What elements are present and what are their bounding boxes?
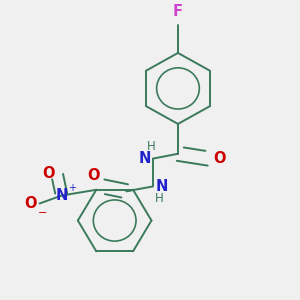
Text: O: O — [213, 151, 226, 166]
Text: O: O — [42, 166, 54, 181]
Text: N: N — [139, 151, 152, 166]
Text: N: N — [56, 188, 68, 203]
Text: +: + — [68, 183, 76, 193]
Text: −: − — [38, 208, 47, 218]
Text: O: O — [87, 168, 99, 183]
Text: O: O — [24, 196, 37, 211]
Text: N: N — [155, 179, 168, 194]
Text: F: F — [173, 4, 183, 19]
Text: H: H — [155, 192, 164, 205]
Text: H: H — [147, 140, 156, 154]
